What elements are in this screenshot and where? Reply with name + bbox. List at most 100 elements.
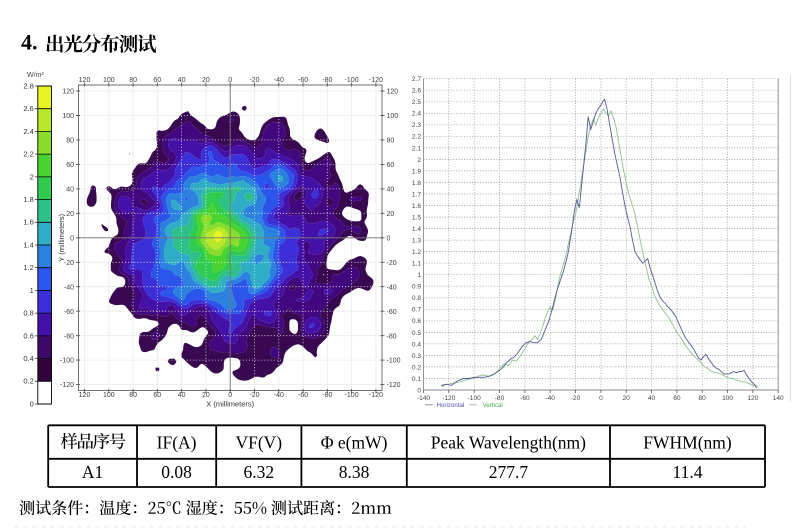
svg-text:1.3: 1.3 (412, 238, 421, 245)
svg-text:6.32: 6.32 (243, 462, 274, 482)
svg-text:X (millimeters): X (millimeters) (206, 400, 254, 409)
svg-text:40: 40 (387, 187, 395, 194)
svg-text:-80: -80 (322, 392, 332, 399)
svg-text:1.4: 1.4 (23, 240, 33, 249)
svg-text:-100: -100 (387, 358, 401, 365)
svg-text:11.4: 11.4 (673, 462, 703, 482)
svg-text:A1: A1 (82, 462, 103, 482)
svg-text:FWHM(nm): FWHM(nm) (643, 432, 732, 452)
svg-text:120: 120 (387, 89, 399, 96)
svg-text:-100: -100 (60, 358, 74, 365)
svg-text:0.6: 0.6 (23, 331, 33, 340)
svg-text:-120: -120 (369, 77, 383, 84)
svg-text:IF(A): IF(A) (157, 432, 197, 452)
svg-text:-120: -120 (387, 382, 401, 389)
svg-text:0: 0 (599, 395, 603, 402)
svg-text:60: 60 (153, 77, 161, 84)
svg-text:80: 80 (129, 77, 137, 84)
svg-text:40: 40 (648, 395, 656, 402)
svg-text:0.3: 0.3 (412, 353, 421, 360)
svg-text:-60: -60 (387, 309, 397, 316)
svg-text:0: 0 (228, 77, 232, 84)
svg-text:0: 0 (387, 235, 391, 242)
svg-text:0: 0 (30, 399, 34, 408)
svg-text:1.2: 1.2 (412, 249, 421, 256)
svg-text:W/m²: W/m² (27, 72, 44, 79)
svg-text:Vertical: Vertical (483, 402, 503, 409)
svg-text:0.8: 0.8 (23, 309, 33, 318)
svg-text:-40: -40 (387, 284, 397, 291)
svg-text:1.2: 1.2 (23, 263, 33, 272)
svg-text:20: 20 (387, 211, 395, 218)
svg-text:Y (millimeters): Y (millimeters) (57, 213, 66, 261)
svg-text:Φ e(mW): Φ e(mW) (321, 432, 388, 452)
svg-text:0.7: 0.7 (412, 307, 421, 314)
svg-text:120: 120 (79, 392, 91, 399)
svg-text:-100: -100 (345, 77, 359, 84)
svg-text:120: 120 (747, 395, 758, 402)
svg-text:-20: -20 (571, 395, 581, 402)
svg-text:20: 20 (202, 392, 210, 399)
svg-text:0.6: 0.6 (412, 318, 421, 325)
svg-text:4.: 4. (21, 30, 38, 55)
svg-text:2.3: 2.3 (412, 122, 421, 129)
svg-text:-60: -60 (64, 309, 74, 316)
svg-text:2.2: 2.2 (412, 134, 421, 141)
svg-text:1.5: 1.5 (412, 215, 421, 222)
svg-text:1.1: 1.1 (412, 261, 421, 268)
svg-text:40: 40 (66, 187, 74, 194)
svg-text:60: 60 (673, 395, 681, 402)
svg-text:100: 100 (103, 77, 115, 84)
svg-text:60: 60 (387, 162, 395, 169)
svg-text:120: 120 (79, 77, 91, 84)
svg-text:0.4: 0.4 (23, 354, 33, 363)
svg-text:2.1: 2.1 (412, 145, 421, 152)
svg-text:1: 1 (417, 272, 421, 279)
svg-text:100: 100 (722, 395, 733, 402)
svg-text:-100: -100 (345, 392, 359, 399)
svg-text:2: 2 (30, 172, 34, 181)
svg-text:2.7: 2.7 (412, 76, 421, 83)
svg-text:-100: -100 (468, 395, 482, 402)
svg-text:2.6: 2.6 (23, 104, 33, 113)
svg-text:0.5: 0.5 (412, 330, 421, 337)
svg-text:80: 80 (699, 395, 707, 402)
svg-text:1.9: 1.9 (412, 168, 421, 175)
svg-text:40: 40 (178, 392, 186, 399)
svg-text:1.8: 1.8 (412, 180, 421, 187)
svg-text:0.08: 0.08 (161, 462, 192, 482)
svg-text:-40: -40 (274, 392, 284, 399)
svg-text:0.4: 0.4 (412, 341, 421, 348)
svg-text:-40: -40 (545, 395, 555, 402)
svg-text:-20: -20 (64, 260, 74, 267)
svg-text:0.1: 0.1 (412, 376, 421, 383)
svg-text:2.2: 2.2 (23, 150, 33, 159)
svg-text:100: 100 (62, 113, 74, 120)
svg-text:Peak Wavelength(nm): Peak Wavelength(nm) (431, 432, 586, 452)
svg-text:20: 20 (623, 395, 631, 402)
svg-text:0: 0 (417, 387, 421, 394)
svg-text:-40: -40 (64, 284, 74, 291)
svg-text:2.5: 2.5 (412, 99, 421, 106)
svg-text:0.8: 0.8 (412, 295, 421, 302)
svg-text:1.6: 1.6 (412, 203, 421, 210)
svg-text:-20: -20 (249, 77, 259, 84)
svg-text:0.2: 0.2 (23, 377, 33, 386)
svg-text:100: 100 (103, 392, 115, 399)
svg-text:2: 2 (417, 157, 421, 164)
svg-text:VF(V): VF(V) (235, 432, 282, 452)
svg-text:0.2: 0.2 (412, 364, 421, 371)
svg-text:1.4: 1.4 (412, 226, 421, 233)
svg-text:1.7: 1.7 (412, 191, 421, 198)
svg-text:-80: -80 (387, 333, 397, 340)
svg-text:100: 100 (387, 113, 399, 120)
svg-text:2.4: 2.4 (412, 111, 421, 118)
svg-text:60: 60 (66, 162, 74, 169)
svg-text:20: 20 (66, 211, 74, 218)
svg-text:-120: -120 (369, 392, 383, 399)
svg-text:80: 80 (66, 138, 74, 145)
svg-text:-60: -60 (520, 395, 530, 402)
svg-text:-20: -20 (249, 392, 259, 399)
svg-text:1.6: 1.6 (23, 218, 33, 227)
svg-text:120: 120 (62, 89, 74, 96)
